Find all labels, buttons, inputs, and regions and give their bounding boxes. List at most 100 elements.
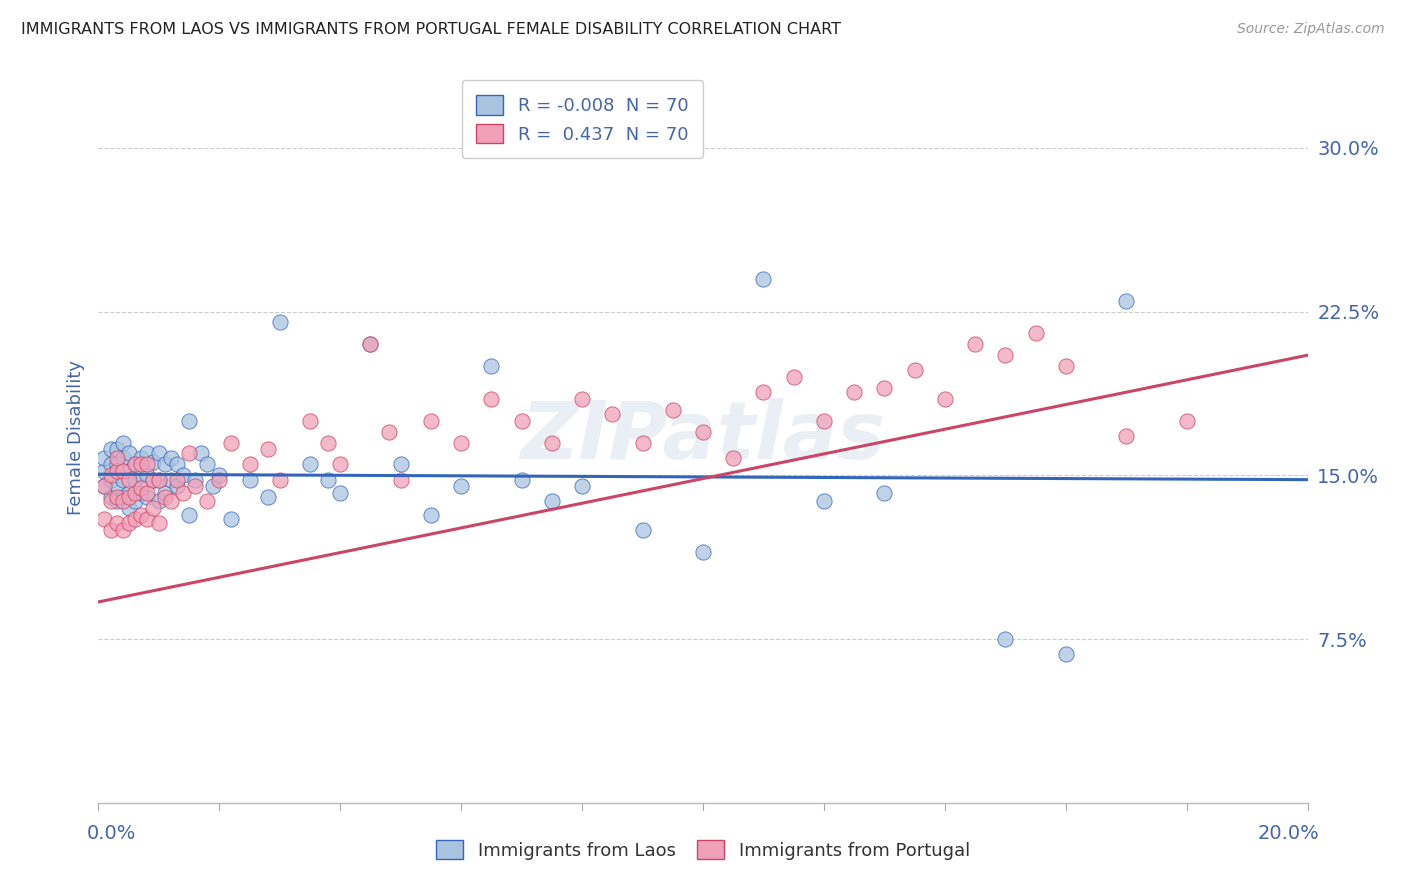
Point [124,458,146,472]
Point [184,479,207,493]
Point [111,450,134,465]
Point [692,545,714,559]
Point [329,458,352,472]
Point [153,485,176,500]
Point [118,516,141,531]
Point [118,446,141,460]
Point [752,385,775,400]
Point [299,458,322,472]
Point [1024,326,1046,341]
Point [160,473,183,487]
Point [904,363,927,377]
Point [100,494,122,508]
Point [148,494,170,508]
Point [661,402,683,417]
Text: 20.0%: 20.0% [1258,824,1320,843]
Point [118,464,141,478]
Point [166,479,188,493]
Point [377,425,399,439]
Point [239,473,262,487]
Point [571,479,593,493]
Point [172,468,194,483]
Point [190,446,212,460]
Point [105,464,128,478]
Point [135,512,157,526]
Point [934,392,956,406]
Point [160,450,183,465]
Point [420,414,443,428]
Point [105,516,128,531]
Point [329,485,352,500]
Point [111,473,134,487]
Point [148,473,170,487]
Point [100,458,122,472]
Point [129,508,152,522]
Point [195,458,218,472]
Point [118,490,141,504]
Point [105,442,128,456]
Point [148,516,170,531]
Point [93,512,115,526]
Point [93,479,115,493]
Point [166,458,188,472]
Text: Source: ZipAtlas.com: Source: ZipAtlas.com [1237,22,1385,37]
Point [118,485,141,500]
Point [100,523,122,537]
Point [124,494,146,508]
Point [93,450,115,465]
Point [135,468,157,483]
Point [723,450,745,465]
Point [813,494,835,508]
Point [172,485,194,500]
Point [631,523,654,537]
Point [540,435,562,450]
Point [105,479,128,493]
Point [540,494,562,508]
Point [1175,414,1198,428]
Point [994,632,1017,646]
Point [813,414,835,428]
Point [221,435,243,450]
Point [179,414,201,428]
Legend: Immigrants from Laos, Immigrants from Portugal: Immigrants from Laos, Immigrants from Po… [429,832,977,867]
Text: ZIPatlas: ZIPatlas [520,398,886,476]
Point [221,512,243,526]
Point [105,450,128,465]
Point [692,425,714,439]
Point [124,473,146,487]
Point [256,490,278,504]
Point [1054,648,1077,662]
Point [208,473,231,487]
Point [153,458,176,472]
Point [873,381,896,395]
Point [148,446,170,460]
Point [389,473,412,487]
Point [105,494,128,508]
Point [195,494,218,508]
Y-axis label: Female Disability: Female Disability [66,359,84,515]
Point [299,414,322,428]
Point [752,272,775,286]
Point [142,501,165,516]
Point [124,512,146,526]
Point [1115,293,1137,308]
Point [166,473,188,487]
Point [100,490,122,504]
Point [994,348,1017,362]
Point [510,473,533,487]
Point [148,473,170,487]
Point [111,523,134,537]
Point [360,337,382,351]
Point [269,473,291,487]
Point [1115,429,1137,443]
Point [93,479,115,493]
Point [124,458,146,472]
Point [118,473,141,487]
Point [602,407,624,421]
Point [111,464,134,478]
Point [153,490,176,504]
Point [202,479,225,493]
Text: IMMIGRANTS FROM LAOS VS IMMIGRANTS FROM PORTUGAL FEMALE DISABILITY CORRELATION C: IMMIGRANTS FROM LAOS VS IMMIGRANTS FROM … [21,22,841,37]
Text: 0.0%: 0.0% [86,824,136,843]
Point [873,485,896,500]
